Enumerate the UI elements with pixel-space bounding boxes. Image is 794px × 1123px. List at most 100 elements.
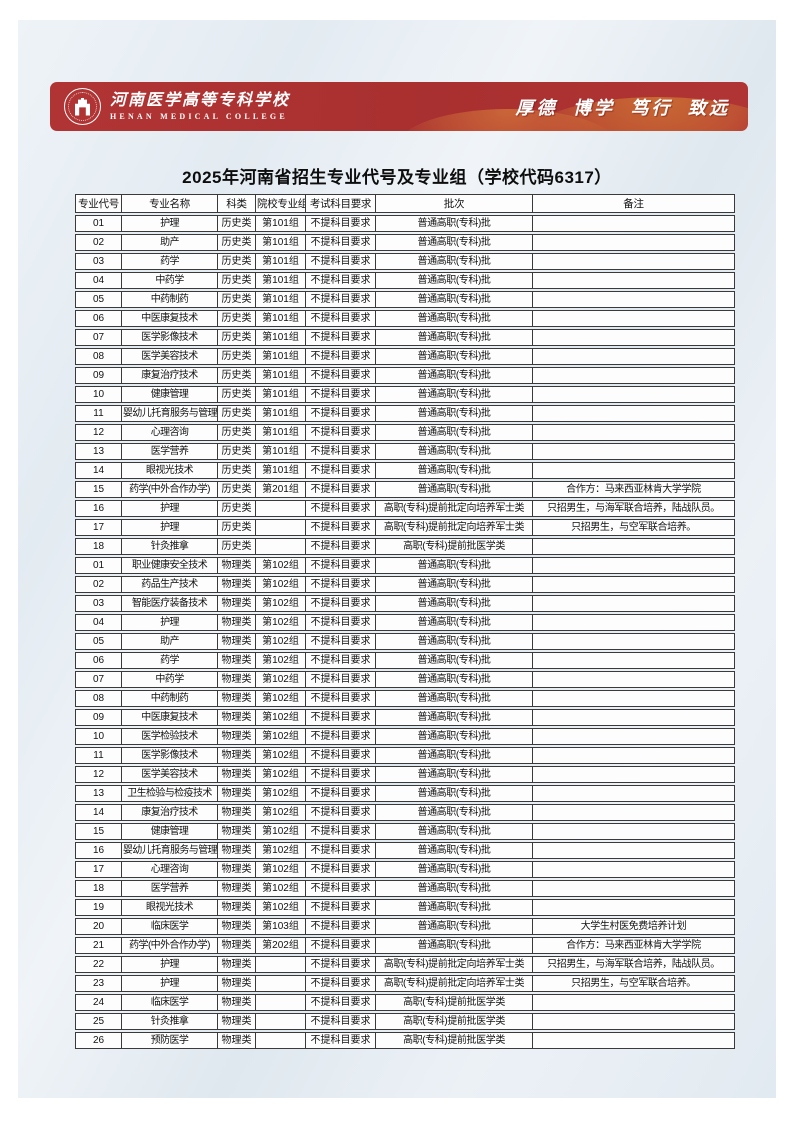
cell-batch: 高职(专科)提前批医学类 <box>375 1032 532 1049</box>
cell-major-code: 12 <box>75 766 121 783</box>
cell-major-group: 第101组 <box>255 253 305 270</box>
table-row: 18 医学营养 物理类 第102组 不提科目要求 普通高职(专科)批 <box>75 880 735 897</box>
table-row: 07 中药学 物理类 第102组 不提科目要求 普通高职(专科)批 <box>75 671 735 688</box>
cell-subject-category: 物理类 <box>217 595 255 612</box>
cell-major-name: 中药学 <box>121 671 217 688</box>
cell-major-code: 22 <box>75 956 121 973</box>
cell-major-group: 第102组 <box>255 576 305 593</box>
cell-major-code: 10 <box>75 728 121 745</box>
table-row: 12 心理咨询 历史类 第101组 不提科目要求 普通高职(专科)批 <box>75 424 735 441</box>
cell-major-code: 15 <box>75 823 121 840</box>
cell-subject-category: 物理类 <box>217 557 255 574</box>
cell-batch: 普通高职(专科)批 <box>375 785 532 802</box>
cell-major-name: 医学营养 <box>121 443 217 460</box>
cell-major-group <box>255 1032 305 1049</box>
cell-major-group: 第101组 <box>255 310 305 327</box>
cell-major-code: 11 <box>75 405 121 422</box>
cell-major-code: 04 <box>75 272 121 289</box>
cell-major-name: 助产 <box>121 633 217 650</box>
header-remark: 备注 <box>532 194 735 213</box>
table-row: 02 助产 历史类 第101组 不提科目要求 普通高职(专科)批 <box>75 234 735 251</box>
cell-major-group: 第101组 <box>255 462 305 479</box>
cell-batch: 普通高职(专科)批 <box>375 557 532 574</box>
cell-major-group: 第102组 <box>255 709 305 726</box>
cell-remark <box>532 861 735 878</box>
cell-exam-requirement: 不提科目要求 <box>305 462 375 479</box>
table-row: 01 护理 历史类 第101组 不提科目要求 普通高职(专科)批 <box>75 215 735 232</box>
cell-remark <box>532 1013 735 1030</box>
cell-major-group: 第102组 <box>255 804 305 821</box>
cell-subject-category: 物理类 <box>217 975 255 992</box>
cell-batch: 普通高职(专科)批 <box>375 215 532 232</box>
cell-remark <box>532 424 735 441</box>
cell-major-code: 01 <box>75 215 121 232</box>
cell-subject-category: 物理类 <box>217 614 255 631</box>
cell-batch: 普通高职(专科)批 <box>375 272 532 289</box>
cell-exam-requirement: 不提科目要求 <box>305 804 375 821</box>
cell-batch: 普通高职(专科)批 <box>375 747 532 764</box>
cell-major-group: 第101组 <box>255 424 305 441</box>
header-major-code: 专业代号 <box>75 194 121 213</box>
cell-exam-requirement: 不提科目要求 <box>305 766 375 783</box>
cell-batch: 普通高职(专科)批 <box>375 899 532 916</box>
cell-major-name: 智能医疗装备技术 <box>121 595 217 612</box>
cell-major-name: 护理 <box>121 519 217 536</box>
cell-batch: 普通高职(专科)批 <box>375 234 532 251</box>
cell-exam-requirement: 不提科目要求 <box>305 291 375 308</box>
header-major-name: 专业名称 <box>121 194 217 213</box>
cell-batch: 普通高职(专科)批 <box>375 424 532 441</box>
cell-batch: 高职(专科)提前批定向培养军士类 <box>375 956 532 973</box>
table-row: 13 卫生检验与检疫技术 物理类 第102组 不提科目要求 普通高职(专科)批 <box>75 785 735 802</box>
cell-batch: 高职(专科)提前批医学类 <box>375 1013 532 1030</box>
cell-exam-requirement: 不提科目要求 <box>305 842 375 859</box>
table-row: 05 助产 物理类 第102组 不提科目要求 普通高职(专科)批 <box>75 633 735 650</box>
table-body: 01 护理 历史类 第101组 不提科目要求 普通高职(专科)批 02 助产 历史类 第101组不… <box>75 215 735 1049</box>
table-row: 02 药品生产技术 物理类 第102组 不提科目要求 普通高职(专科)批 <box>75 576 735 593</box>
cell-remark <box>532 899 735 916</box>
cell-major-group: 第202组 <box>255 937 305 954</box>
table-row: 19 眼视光技术 物理类 第102组 不提科目要求 普通高职(专科)批 <box>75 899 735 916</box>
cell-exam-requirement: 不提科目要求 <box>305 424 375 441</box>
cell-exam-requirement: 不提科目要求 <box>305 500 375 517</box>
cell-subject-category: 物理类 <box>217 899 255 916</box>
cell-major-name: 医学影像技术 <box>121 747 217 764</box>
cell-major-name: 健康管理 <box>121 823 217 840</box>
cell-major-name: 眼视光技术 <box>121 899 217 916</box>
cell-exam-requirement: 不提科目要求 <box>305 728 375 745</box>
cell-subject-category: 历史类 <box>217 462 255 479</box>
cell-major-name: 中药制药 <box>121 690 217 707</box>
cell-major-code: 06 <box>75 310 121 327</box>
cell-remark <box>532 462 735 479</box>
cell-major-group: 第102组 <box>255 861 305 878</box>
cell-exam-requirement: 不提科目要求 <box>305 918 375 935</box>
cell-remark <box>532 253 735 270</box>
cell-major-code: 16 <box>75 500 121 517</box>
cell-major-name: 医学检验技术 <box>121 728 217 745</box>
cell-exam-requirement: 不提科目要求 <box>305 880 375 897</box>
table-row: 04 护理 物理类 第102组 不提科目要求 普通高职(专科)批 <box>75 614 735 631</box>
cell-major-code: 18 <box>75 538 121 555</box>
cell-major-name: 药学(中外合作办学) <box>121 481 217 498</box>
cell-major-code: 26 <box>75 1032 121 1049</box>
cell-remark: 大学生村医免费培养计划 <box>532 918 735 935</box>
cell-remark <box>532 652 735 669</box>
cell-major-name: 医学美容技术 <box>121 766 217 783</box>
cell-remark <box>532 329 735 346</box>
cell-major-code: 14 <box>75 462 121 479</box>
cell-major-group: 第102组 <box>255 785 305 802</box>
cell-exam-requirement: 不提科目要求 <box>305 215 375 232</box>
cell-remark <box>532 595 735 612</box>
cell-major-name: 护理 <box>121 614 217 631</box>
cell-subject-category: 物理类 <box>217 652 255 669</box>
cell-subject-category: 物理类 <box>217 956 255 973</box>
cell-major-code: 18 <box>75 880 121 897</box>
cell-major-code: 04 <box>75 614 121 631</box>
cell-major-code: 17 <box>75 861 121 878</box>
cell-remark <box>532 766 735 783</box>
table-row: 08 医学美容技术 历史类 第101组 不提科目要求 普通高职(专科)批 <box>75 348 735 365</box>
table-row: 06 中医康复技术 历史类 第101组 不提科目要求 普通高职(专科)批 <box>75 310 735 327</box>
cell-exam-requirement: 不提科目要求 <box>305 443 375 460</box>
cell-batch: 普通高职(专科)批 <box>375 804 532 821</box>
cell-remark <box>532 367 735 384</box>
cell-subject-category: 历史类 <box>217 234 255 251</box>
